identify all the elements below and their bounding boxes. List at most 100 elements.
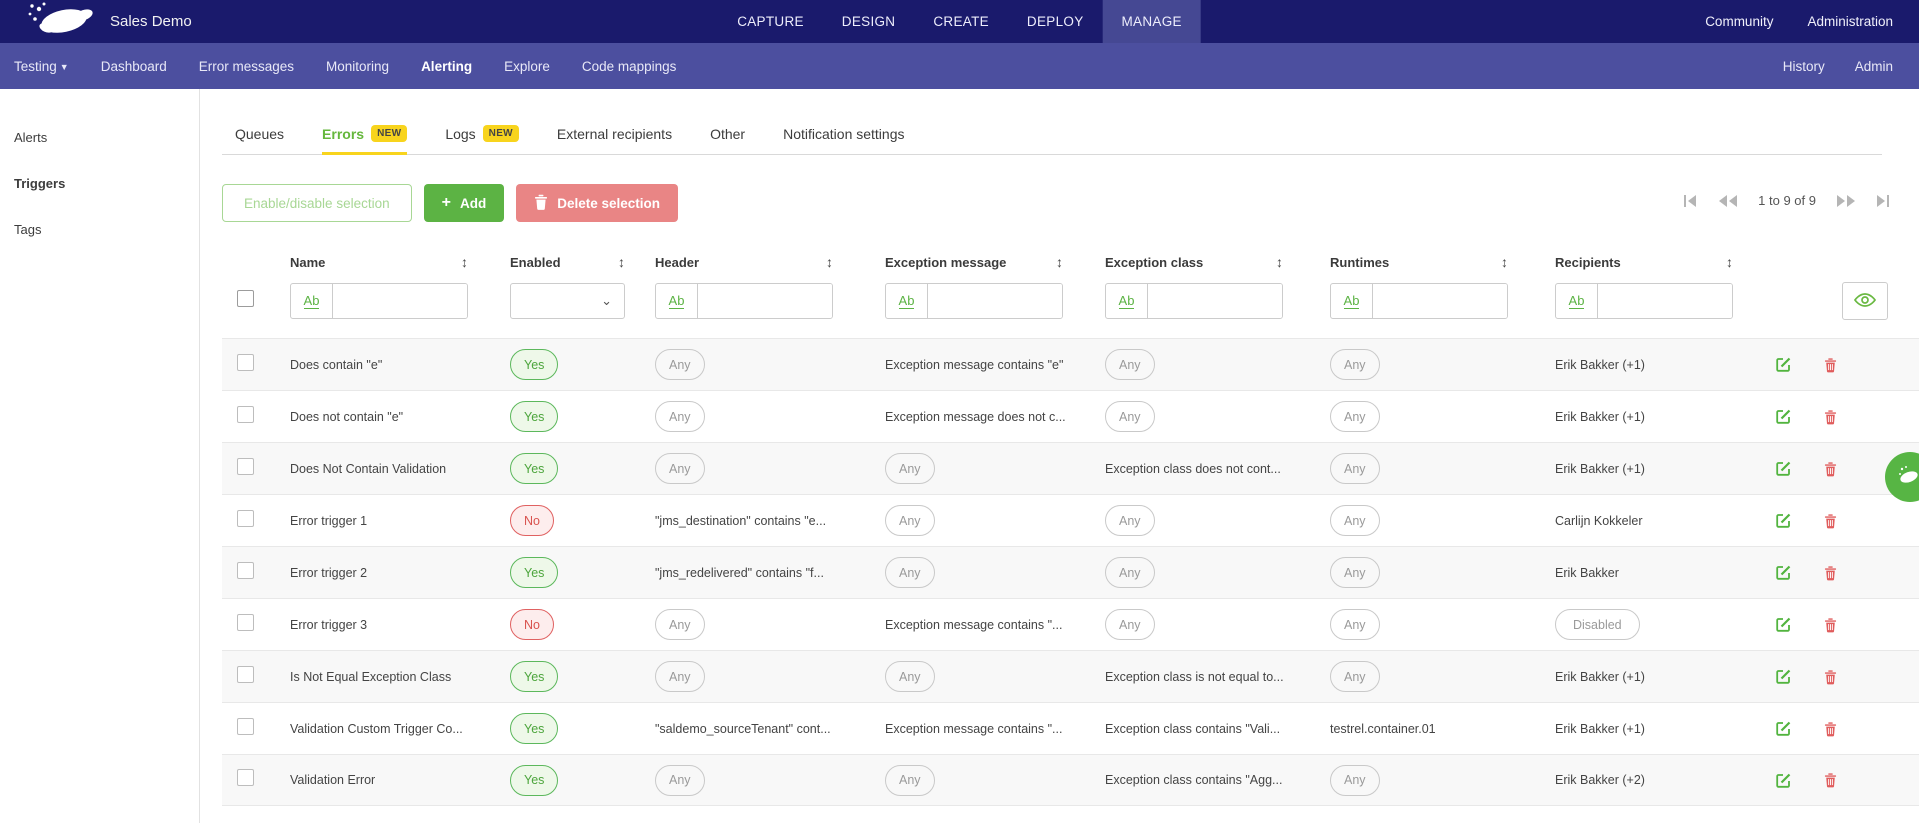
sort-name-icon[interactable]: ↕ (461, 254, 468, 270)
nav-monitoring[interactable]: Monitoring (326, 58, 390, 74)
first-page-button[interactable] (1683, 194, 1698, 208)
tab-notification-settings[interactable]: Notification settings (783, 125, 905, 142)
plus-icon: + (441, 194, 451, 211)
recipients-text: Erik Bakker (+1) (1555, 721, 1645, 736)
row-checkbox[interactable] (237, 665, 254, 683)
delete-trigger-button[interactable] (1824, 513, 1837, 529)
sort-header-icon[interactable]: ↕ (826, 254, 833, 270)
trigger-name: Error trigger 3 (290, 617, 368, 632)
sort-runtimes-icon[interactable]: ↕ (1501, 254, 1508, 270)
delete-trigger-button[interactable] (1824, 721, 1837, 737)
edit-trigger-button[interactable] (1776, 409, 1791, 425)
name-filter-input[interactable] (333, 284, 467, 318)
exception-class-condition-pill: Any (1105, 401, 1155, 432)
enable-disable-selection-button[interactable]: Enable/disable selection (222, 184, 412, 222)
project-dropdown[interactable]: Testing ▼ (14, 58, 69, 74)
delete-trigger-button[interactable] (1824, 669, 1837, 685)
topmenu-manage[interactable]: MANAGE (1102, 0, 1201, 43)
view-columns-button[interactable] (1842, 282, 1888, 320)
header-condition-pill: Any (655, 609, 705, 640)
exception-message-filter-input[interactable] (928, 284, 1062, 318)
last-page-button[interactable] (1876, 194, 1891, 208)
add-button[interactable]: + Add (423, 184, 505, 222)
edit-trigger-button[interactable] (1776, 513, 1791, 529)
sidebar-item-alerts[interactable]: Alerts (14, 130, 48, 145)
sort-enabled-icon[interactable]: ↕ (618, 254, 625, 270)
sort-recipients-icon[interactable]: ↕ (1726, 254, 1733, 270)
text-filter-mode[interactable]: Ab (291, 284, 333, 318)
runtimes-condition-pill: Any (1330, 557, 1380, 588)
nav-code-mappings[interactable]: Code mappings (581, 58, 677, 74)
exception-class-condition-text: Exception class is not equal to... (1105, 669, 1284, 684)
topmenu-create[interactable]: CREATE (933, 14, 989, 29)
row-checkbox[interactable] (237, 613, 254, 631)
nav-dashboard[interactable]: Dashboard (100, 58, 167, 74)
chevron-down-icon: ⌄ (601, 293, 612, 308)
next-page-button[interactable] (1836, 194, 1856, 208)
row-checkbox[interactable] (237, 561, 254, 579)
row-checkbox[interactable] (237, 353, 254, 371)
edit-trigger-button[interactable] (1776, 669, 1791, 685)
edit-trigger-button[interactable] (1776, 357, 1791, 373)
row-checkbox[interactable] (237, 717, 254, 735)
sort-exception-class-icon[interactable]: ↕ (1276, 254, 1283, 270)
table-header-row: Name ↕ Enabled ↕ Header ↕ Exception message… (290, 254, 1733, 270)
delete-trigger-button[interactable] (1824, 461, 1837, 477)
enabled-filter-select[interactable]: ⌄ (510, 283, 625, 319)
topmenu-design[interactable]: DESIGN (841, 14, 896, 29)
exception-message-condition-text: Exception message contains "... (885, 721, 1063, 736)
text-filter-mode[interactable]: Ab (1556, 284, 1598, 318)
topmenu-capture[interactable]: CAPTURE (737, 14, 804, 29)
row-checkbox[interactable] (237, 457, 254, 475)
sort-exception-message-icon[interactable]: ↕ (1056, 254, 1063, 270)
sidebar-item-tags[interactable]: Tags (14, 222, 42, 237)
text-filter-mode[interactable]: Ab (886, 284, 928, 318)
delete-trigger-button[interactable] (1824, 565, 1837, 581)
tab-external-recipients[interactable]: External recipients (556, 125, 673, 142)
secondary-navigation-bar: Testing ▼ Dashboard Error messages Monito… (0, 43, 1919, 89)
runtimes-condition-pill: Any (1330, 764, 1380, 796)
text-filter-mode[interactable]: Ab (1106, 284, 1148, 318)
header-filter-input[interactable] (698, 284, 832, 318)
edit-trigger-button[interactable] (1776, 617, 1791, 633)
row-checkbox[interactable] (237, 405, 254, 423)
nav-admin[interactable]: Admin (1854, 58, 1893, 74)
select-all-checkbox[interactable] (237, 290, 254, 307)
administration-link[interactable]: Administration (1807, 14, 1893, 29)
edit-trigger-button[interactable] (1776, 721, 1791, 737)
delete-trigger-button[interactable] (1824, 617, 1837, 633)
row-checkbox[interactable] (237, 509, 254, 527)
tab-logs[interactable]: Logs NEW (445, 125, 519, 155)
delete-trigger-button[interactable] (1824, 772, 1837, 788)
nav-error-messages[interactable]: Error messages (198, 58, 295, 74)
delete-trigger-button[interactable] (1824, 409, 1837, 425)
enabled-status-pill: Yes (510, 453, 559, 484)
community-link[interactable]: Community (1705, 14, 1774, 29)
trigger-name: Validation Error (290, 773, 376, 787)
edit-trigger-button[interactable] (1776, 565, 1791, 581)
nav-history[interactable]: History (1782, 58, 1825, 74)
tab-other[interactable]: Other (710, 125, 746, 142)
nav-explore[interactable]: Explore (504, 58, 550, 74)
nav-alerting[interactable]: Alerting (421, 58, 473, 74)
previous-page-button[interactable] (1718, 194, 1738, 208)
recipients-text: Erik Bakker (+1) (1555, 409, 1645, 424)
topmenu-deploy[interactable]: DEPLOY (1026, 14, 1084, 29)
exception-class-filter-input[interactable] (1148, 284, 1282, 318)
delete-trigger-button[interactable] (1824, 357, 1837, 373)
recipients-filter-input[interactable] (1598, 284, 1732, 318)
row-checkbox[interactable] (237, 769, 254, 786)
runtimes-filter-input[interactable] (1373, 284, 1507, 318)
sidebar-item-triggers[interactable]: Triggers (14, 176, 66, 191)
table-row: Does Not Contain Validation Yes Any Any Exce… (222, 442, 1919, 494)
enabled-status-pill: Yes (510, 661, 559, 692)
text-filter-mode[interactable]: Ab (656, 284, 698, 318)
tab-errors[interactable]: Errors NEW (322, 125, 408, 155)
edit-trigger-button[interactable] (1776, 772, 1791, 788)
edit-trigger-button[interactable] (1776, 461, 1791, 477)
text-filter-mode[interactable]: Ab (1331, 284, 1373, 318)
feedback-fab[interactable] (1885, 452, 1919, 502)
tab-queues[interactable]: Queues (235, 125, 285, 142)
exception-class-condition-text: Exception class contains "Vali... (1105, 721, 1281, 736)
delete-selection-button[interactable]: Delete selection (516, 184, 678, 222)
